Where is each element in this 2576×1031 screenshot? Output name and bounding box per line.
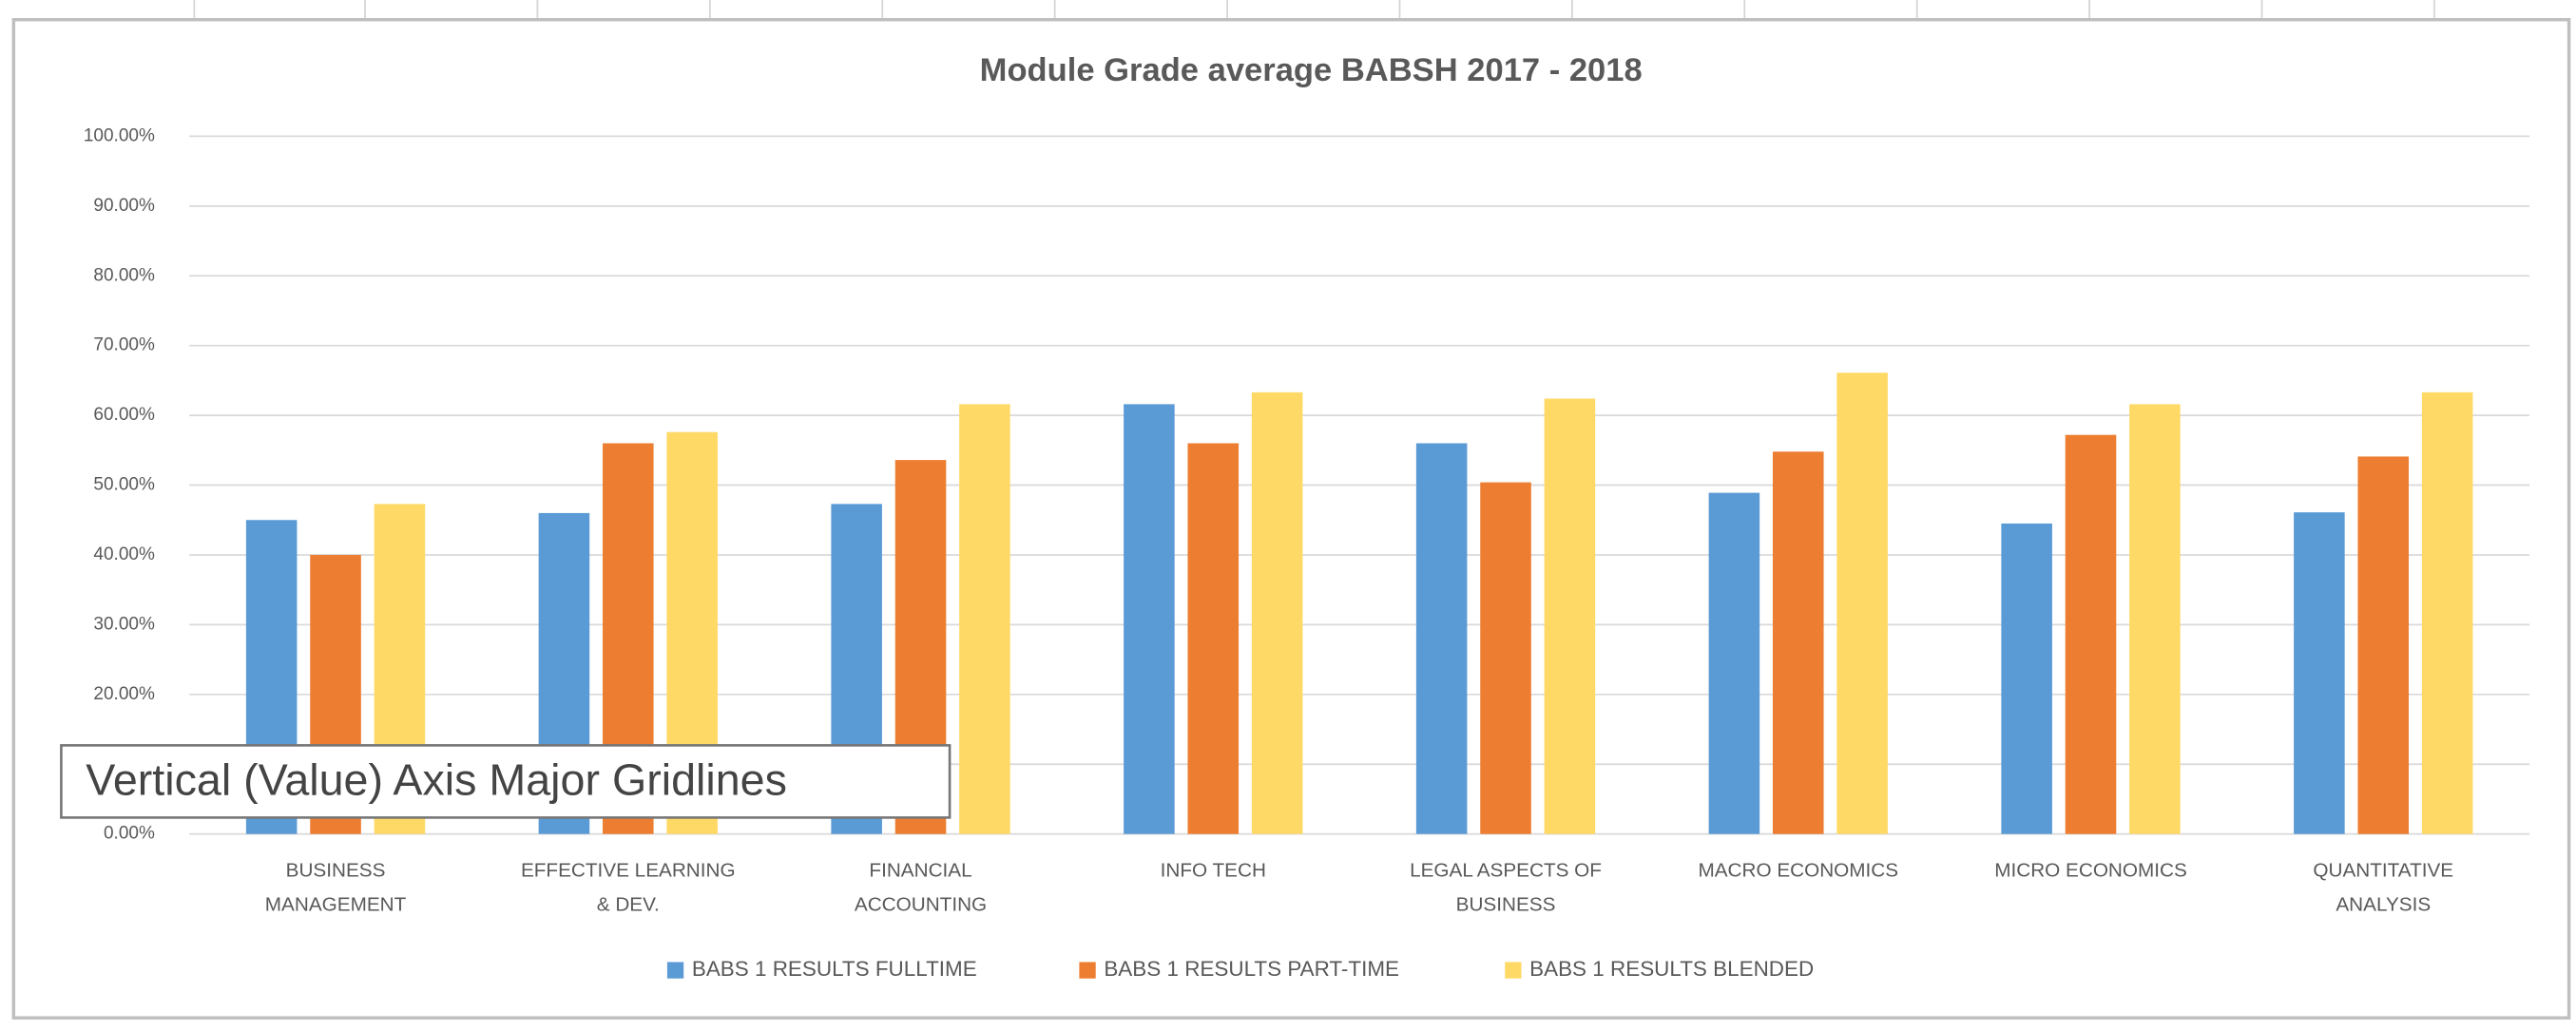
sheet-grid bbox=[193, 0, 2435, 20]
bar bbox=[1415, 443, 1468, 834]
y-tick-label: 20.00% bbox=[93, 684, 155, 704]
x-tick-label: MICRO ECONOMICS bbox=[1994, 860, 2187, 882]
bar bbox=[1251, 391, 1303, 834]
bar bbox=[959, 404, 1010, 834]
x-tick-label: QUANTITATIVE ANALYSIS bbox=[2313, 860, 2453, 916]
legend-label: BABS 1 RESULTS BLENDED bbox=[1529, 957, 1814, 981]
y-tick-label: 90.00% bbox=[93, 196, 155, 216]
bar bbox=[2001, 523, 2052, 834]
tooltip-box bbox=[60, 744, 952, 819]
y-tick-label: 100.00% bbox=[84, 125, 155, 145]
x-tick-label: INFO TECH bbox=[1161, 860, 1266, 882]
y-tick-label: 70.00% bbox=[93, 335, 155, 355]
bar bbox=[2129, 404, 2181, 834]
chart-title: Module Grade average BABSH 2017 - 2018 bbox=[980, 52, 1643, 88]
y-tick-label: 60.00% bbox=[93, 405, 155, 425]
legend-swatch bbox=[1079, 962, 1096, 979]
y-tick-label: 0.00% bbox=[104, 824, 155, 844]
bar bbox=[1772, 451, 1824, 834]
bar bbox=[2065, 434, 2117, 834]
bar bbox=[1124, 404, 1175, 834]
y-tick-label: 80.00% bbox=[93, 265, 155, 285]
legend-label: BABS 1 RESULTS PART-TIME bbox=[1104, 957, 1399, 981]
y-tick-label: 40.00% bbox=[93, 544, 155, 564]
x-tick-label: FINANCIAL ACCOUNTING bbox=[855, 860, 987, 916]
legend-swatch bbox=[1505, 962, 1522, 979]
y-tick-label: 50.00% bbox=[93, 475, 155, 495]
y-tick-label: 30.00% bbox=[93, 614, 155, 634]
legend-swatch bbox=[666, 962, 684, 979]
bar bbox=[1187, 443, 1240, 834]
bar bbox=[1708, 492, 1760, 834]
x-tick-label: BUSINESS MANAGEMENT bbox=[265, 860, 407, 916]
bar bbox=[2421, 391, 2473, 834]
x-tick-label: EFFECTIVE LEARNING & DEV. bbox=[521, 860, 736, 916]
tooltip-text: Vertical (Value) Axis Major Gridlines bbox=[86, 754, 787, 804]
bar bbox=[1544, 398, 1596, 834]
bar bbox=[1480, 482, 1531, 834]
bar bbox=[2357, 456, 2410, 834]
x-tick-label: LEGAL ASPECTS OF BUSINESS bbox=[1410, 860, 1602, 916]
bar bbox=[2294, 512, 2345, 834]
legend-label: BABS 1 RESULTS FULLTIME bbox=[692, 957, 977, 981]
x-tick-label: MACRO ECONOMICS bbox=[1698, 860, 1898, 882]
bar bbox=[1836, 372, 1888, 834]
